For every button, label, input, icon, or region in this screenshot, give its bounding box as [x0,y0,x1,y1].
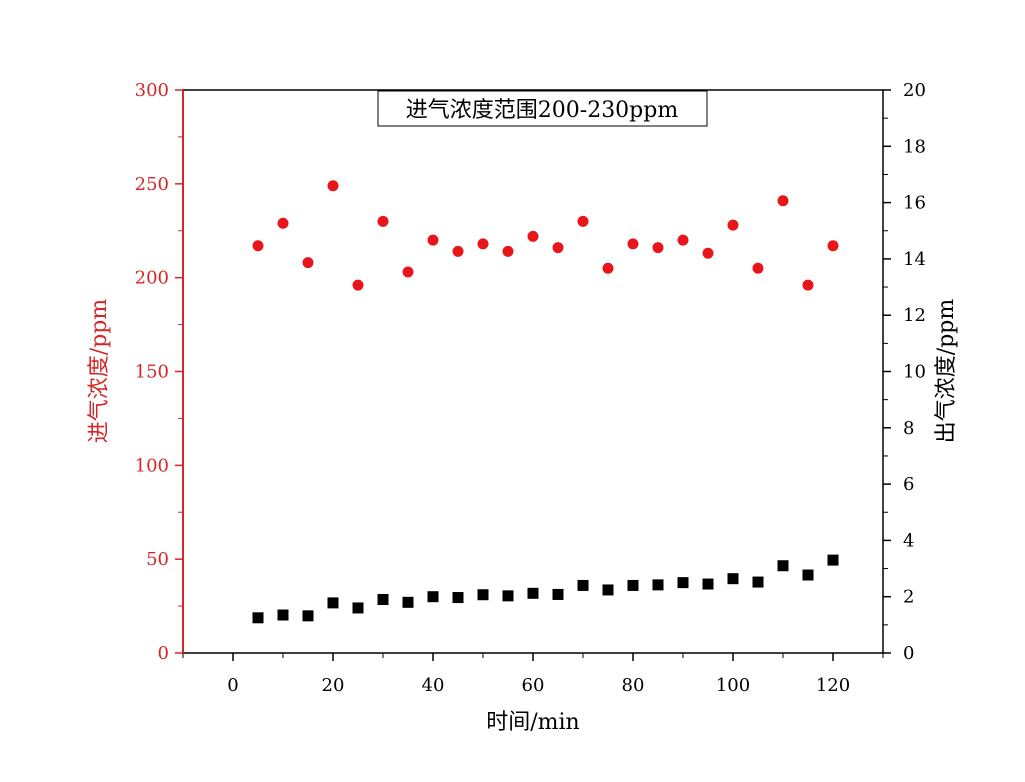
y-left-tick-label: 150 [135,362,169,383]
y-left-tick-label: 300 [135,80,169,101]
inlet-point [652,242,664,254]
inlet-point [552,242,564,254]
y-left-tick-label: 50 [146,549,169,570]
inlet-point [502,245,514,257]
inlet-point [402,266,414,278]
outlet-point [302,610,314,622]
outlet-point [477,589,489,601]
outlet-point [577,579,589,591]
inlet-point [602,262,614,274]
outlet-point [602,584,614,596]
outlet-point [352,602,364,614]
outlet-point [452,592,464,604]
y-left-tick-label: 250 [135,174,169,195]
outlet-point [727,573,739,585]
y-right-axis: 0 2 4 6 8 10 12 14 16 18 20 [883,80,926,664]
title-box [377,90,708,127]
inlet-point [627,238,639,250]
x-tick-label: 60 [522,675,545,696]
outlet-point [277,609,289,621]
x-tick-label: 40 [422,675,445,696]
inlet-point [327,180,339,192]
outlet-point [677,577,689,589]
inlet-series [252,180,839,291]
inlet-point [277,217,289,229]
outlet-series [252,554,839,624]
inlet-point [577,215,589,227]
outlet-point [777,560,789,572]
y-right-tick-label: 6 [903,474,914,495]
inlet-point [527,230,539,242]
outlet-point [752,576,764,588]
y-right-tick-label: 2 [903,587,914,608]
x-tick-label: 80 [622,675,645,696]
inlet-point [477,238,489,250]
outlet-point [627,579,639,591]
outlet-point [402,596,414,608]
inlet-point [677,234,689,246]
inlet-point [702,247,714,259]
outlet-point [502,590,514,602]
outlet-point [802,569,814,581]
outlet-point [427,591,439,603]
inlet-point [827,240,839,252]
y-left-tick-label: 200 [135,268,169,289]
y-right-tick-label: 8 [903,418,914,439]
y-left-tick-label: 0 [158,643,169,664]
outlet-point [527,587,539,599]
y-right-tick-label: 10 [903,362,926,383]
x-axis: 0 20 40 60 80 100 120 [182,653,884,696]
y-right-tick-label: 12 [903,305,926,326]
y-right-tick-label: 14 [903,249,926,270]
x-tick-label: 120 [816,675,850,696]
inlet-point [377,215,389,227]
inlet-point [352,279,364,291]
x-tick-label: 100 [716,675,750,696]
y-left-axis: 0 50 100 150 200 250 300 [135,80,183,664]
y-right-tick-label: 4 [903,530,914,551]
x-axis-title: 时间/min [486,710,579,735]
inlet-point [777,195,789,207]
chart-title: 进气浓度范围200-230ppm [406,98,679,123]
outlet-point [327,597,339,609]
outlet-point [652,579,664,591]
x-tick-label: 0 [227,675,238,696]
outlet-point [377,594,389,606]
y-right-axis-title: 出气浓度/ppm [934,299,959,444]
inlet-point [252,240,264,252]
y-right-tick-label: 20 [903,80,926,101]
y-right-tick-label: 16 [903,193,926,214]
outlet-point [702,578,714,590]
inlet-point [302,257,314,269]
inlet-point [427,234,439,246]
y-left-tick-label: 100 [135,455,169,476]
outlet-point [827,554,839,566]
inlet-point [727,219,739,231]
inlet-point [802,279,814,291]
x-tick-label: 20 [322,675,345,696]
inlet-point [752,262,764,274]
y-right-tick-label: 18 [903,136,926,157]
inlet-point [452,245,464,257]
outlet-point [252,612,264,624]
y-left-axis-title: 进气浓度/ppm [87,299,112,444]
outlet-point [552,588,564,600]
y-right-tick-label: 0 [903,643,914,664]
